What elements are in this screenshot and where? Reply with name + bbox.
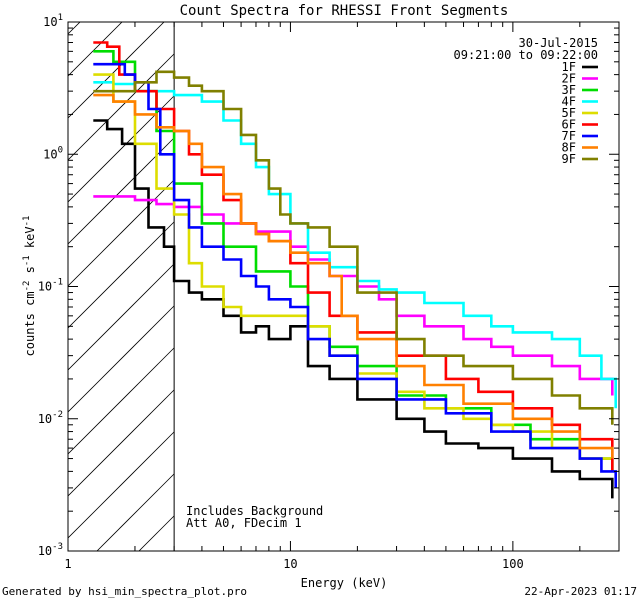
- legend-label-1F: 1F: [562, 60, 576, 74]
- legend-label-2F: 2F: [562, 72, 576, 86]
- series-line-9F: [93, 70, 614, 425]
- hatch-line: [68, 22, 81, 35]
- hatch-line: [68, 431, 175, 539]
- date-label: 30-Jul-2015: [519, 36, 598, 50]
- series-line-2F: [93, 195, 614, 396]
- series-line-8F: [93, 93, 614, 459]
- hatch-line: [68, 95, 175, 203]
- x-tick-label: 100: [502, 557, 524, 571]
- y-axis-label: counts cm-2 s-1 keV-1: [22, 216, 37, 357]
- legend-label-4F: 4F: [562, 95, 576, 109]
- y-tick-label: 10-2: [38, 410, 63, 426]
- hatch-line: [68, 22, 123, 77]
- chart-title: Count Spectra for RHESSI Front Segments: [180, 3, 509, 19]
- legend-label-3F: 3F: [562, 83, 576, 97]
- series-line-1F: [93, 119, 614, 499]
- series-group: [93, 41, 617, 499]
- legend-label-7F: 7F: [562, 129, 576, 143]
- time-range-label: 09:21:00 to 09:22:00: [454, 48, 599, 62]
- x-tick-labels: 1 10 100: [64, 557, 523, 571]
- annotation-background: Includes Background: [186, 504, 323, 518]
- y-tick-label: 100: [43, 145, 63, 161]
- legend-label-6F: 6F: [562, 118, 576, 132]
- x-tick-label: 1: [64, 557, 71, 571]
- hatch-line: [96, 473, 175, 551]
- footer-generated-by: Generated by hsi_min_spectra_plot.pro: [2, 585, 247, 598]
- y-tick-label: 10-3: [38, 542, 63, 558]
- axis-ticks: [67, 21, 620, 552]
- legend-label-8F: 8F: [562, 141, 576, 155]
- hatch-line: [68, 389, 175, 497]
- hatch-line: [138, 515, 175, 551]
- hatch-line: [68, 263, 175, 371]
- hatch-line: [68, 305, 175, 413]
- series-line-5F: [93, 73, 614, 472]
- x-tick-label: 10: [283, 557, 297, 571]
- plot-frame: [67, 21, 620, 552]
- series-line-7F: [93, 62, 617, 488]
- y-tick-label: 101: [43, 13, 63, 29]
- hatch-line: [68, 179, 175, 287]
- legend-label-5F: 5F: [562, 106, 576, 120]
- y-tick-label: 10-1: [38, 278, 63, 294]
- y-tick-labels: 10-3 10-2 10-1 100 101: [38, 13, 63, 558]
- hatch-line: [68, 221, 175, 329]
- legend-label-9F: 9F: [562, 152, 576, 166]
- x-axis-label: Energy (keV): [301, 576, 388, 590]
- annotation-attenuator: Att A0, FDecim 1: [186, 516, 302, 530]
- footer-timestamp: 22-Apr-2023 01:17: [524, 585, 637, 598]
- series-line-6F: [93, 41, 614, 472]
- hatch-line: [68, 347, 175, 455]
